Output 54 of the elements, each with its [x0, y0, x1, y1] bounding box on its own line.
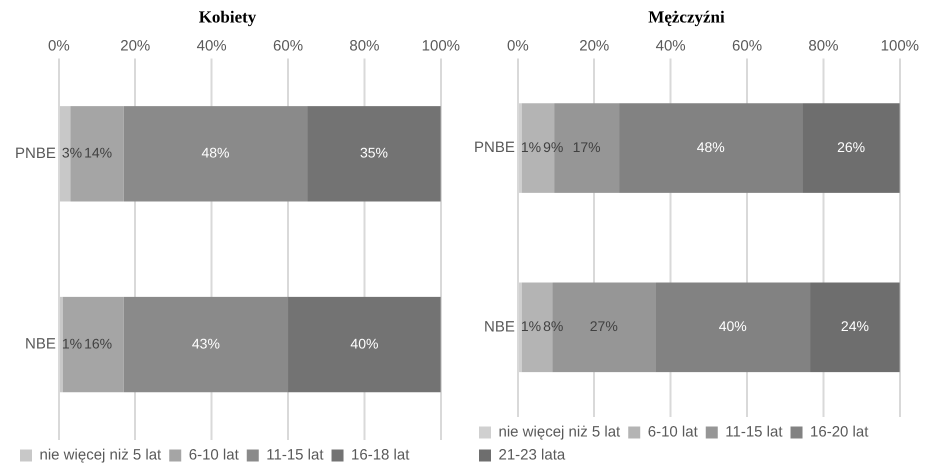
legend-label: nie więcej niż 5 lat [40, 446, 162, 464]
x-tick-label: 20% [579, 38, 610, 55]
data-label: 35% [360, 144, 388, 161]
data-label: 1% [520, 138, 542, 155]
bar [619, 103, 802, 193]
bar [124, 296, 288, 392]
data-label: 40% [350, 335, 378, 352]
legend-label: 21-23 lata [498, 446, 566, 464]
legend-label: 16-18 lat [351, 446, 410, 464]
chart-title: Kobiety [198, 8, 257, 27]
x-tick-label: 20% [120, 38, 150, 55]
data-label: 9% [543, 138, 564, 155]
chart-title: Mężczyźni [648, 8, 725, 27]
legend-label: nie więcej niż 5 lat [498, 424, 622, 441]
y-tick-label: NBE [484, 318, 515, 336]
data-label: 17% [572, 138, 601, 155]
bar [655, 282, 810, 372]
data-label: 48% [201, 144, 230, 161]
data-label: 14% [84, 144, 112, 161]
data-label: 40% [718, 318, 747, 334]
legend-label: 11-15 lat [266, 446, 324, 464]
data-label: 48% [696, 138, 725, 155]
bar [124, 106, 308, 202]
x-tick-label: 100% [422, 38, 460, 55]
data-label: 8% [543, 318, 564, 334]
bar [802, 103, 900, 193]
data-label: 43% [192, 335, 220, 352]
bar [810, 282, 900, 372]
x-tick-label: 100% [880, 38, 920, 55]
data-label: 16% [84, 335, 112, 352]
bar [307, 106, 441, 202]
bar [288, 296, 441, 392]
y-tick-label: NBE [25, 336, 56, 353]
x-tick-label: 0% [48, 38, 70, 55]
legend-label: 6-10 lat [188, 446, 240, 464]
data-label: 27% [590, 318, 618, 334]
x-tick-label: 40% [196, 38, 227, 55]
bar [62, 296, 124, 392]
x-tick-label: 40% [656, 38, 686, 55]
y-tick-label: PNBE [474, 139, 515, 156]
data-label: 26% [837, 138, 866, 155]
x-tick-label: 60% [273, 38, 304, 55]
x-tick-label: 0% [507, 38, 529, 55]
data-label: 3% [62, 144, 82, 161]
x-tick-label: 60% [732, 38, 762, 55]
data-label: 24% [840, 318, 869, 334]
legend-label: 11-15 lat [725, 424, 784, 441]
y-tick-label: PNBE [14, 144, 56, 162]
x-tick-label: 80% [349, 38, 380, 55]
data-label: 1% [62, 335, 82, 352]
legend-label: 6-10 lat [648, 424, 699, 441]
x-tick-label: 80% [808, 38, 838, 55]
data-label: 1% [520, 318, 542, 334]
legend-label: 16-20 lat [810, 424, 870, 441]
